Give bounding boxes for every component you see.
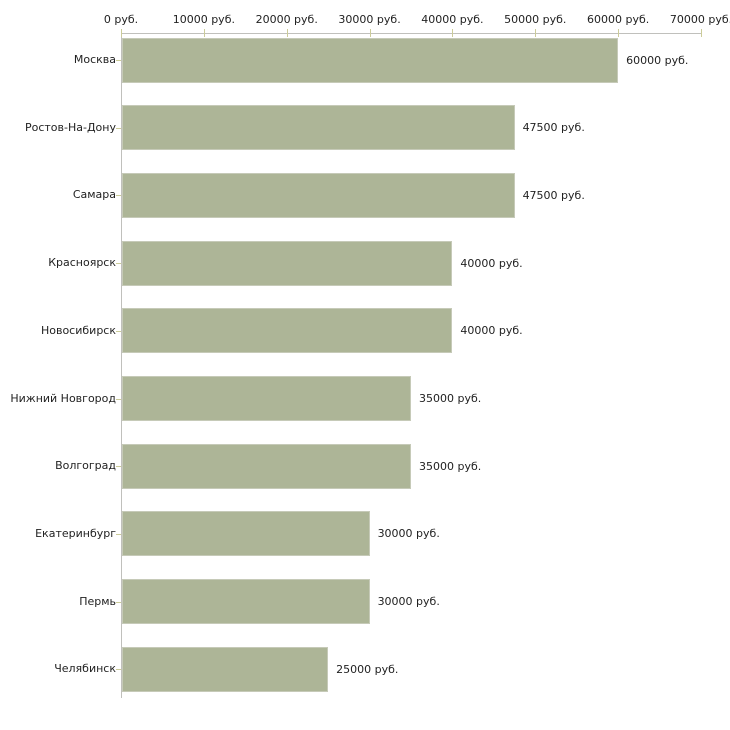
y-axis-line: [121, 33, 122, 698]
x-axis-tick-label: 60000 руб.: [587, 13, 650, 26]
x-axis-tick-label: 20000 руб.: [255, 13, 318, 26]
bar-10: [122, 646, 329, 692]
y-axis-tick: [116, 263, 121, 264]
value-label: 30000 руб.: [377, 595, 440, 609]
y-axis-tick: [116, 669, 121, 670]
x-axis-tick: [286, 29, 288, 37]
x-axis-tick: [452, 29, 454, 37]
category-label: Пермь: [79, 594, 116, 608]
x-axis-tick-label: 40000 руб.: [421, 13, 484, 26]
x-axis-tick: [618, 29, 620, 37]
x-axis-tick: [369, 29, 371, 37]
bar-3: [122, 172, 515, 218]
value-label: 30000 руб.: [377, 527, 440, 541]
category-label: Волгоград: [55, 459, 116, 473]
x-axis-line: [121, 33, 702, 34]
category-label: Екатеринбург: [35, 526, 116, 540]
y-axis-tick: [116, 399, 121, 400]
category-label: Красноярск: [48, 256, 116, 270]
x-axis-tick-label: 50000 руб.: [504, 13, 567, 26]
value-label: 47500 руб.: [522, 188, 585, 202]
category-label: Челябинск: [54, 662, 116, 676]
bar-7: [122, 443, 411, 489]
y-axis-tick: [116, 60, 121, 61]
x-axis-tick: [203, 29, 205, 37]
bar-5: [122, 308, 453, 354]
bar-8: [122, 511, 370, 557]
bar-6: [122, 376, 411, 421]
bar-2: [122, 105, 515, 151]
category-label: Самара: [72, 188, 116, 202]
category-label: Нижний Новгород: [10, 391, 116, 405]
bar-9: [122, 579, 370, 625]
value-label: 40000 руб.: [460, 256, 523, 270]
x-axis-tick: [701, 29, 702, 37]
y-axis-tick: [116, 331, 121, 332]
value-label: 25000 руб.: [336, 662, 399, 676]
bar-4: [122, 240, 453, 286]
bar-1: [122, 37, 619, 83]
y-axis-tick: [116, 602, 121, 603]
x-axis-tick-label: 30000 руб.: [338, 13, 401, 26]
value-label: 60000 руб.: [626, 53, 689, 67]
value-label: 35000 руб.: [419, 459, 482, 473]
category-label: Ростов-На-Дону: [24, 120, 116, 134]
value-label: 35000 руб.: [419, 392, 482, 405]
category-label: Новосибирск: [40, 323, 116, 337]
y-axis-tick: [116, 128, 121, 129]
value-label: 40000 руб.: [460, 324, 523, 338]
x-axis-tick-label: 0 руб.: [103, 13, 139, 26]
value-label: 47500 руб.: [522, 121, 585, 135]
x-axis-tick: [535, 29, 537, 37]
category-label: Москва: [73, 53, 116, 66]
y-axis-tick: [116, 534, 121, 535]
y-axis-tick: [116, 466, 121, 467]
y-axis-tick: [116, 195, 121, 196]
x-axis-tick: [121, 29, 122, 37]
x-axis-tick-label: 70000 руб.: [669, 13, 730, 26]
x-axis-tick-label: 10000 руб.: [172, 13, 235, 26]
